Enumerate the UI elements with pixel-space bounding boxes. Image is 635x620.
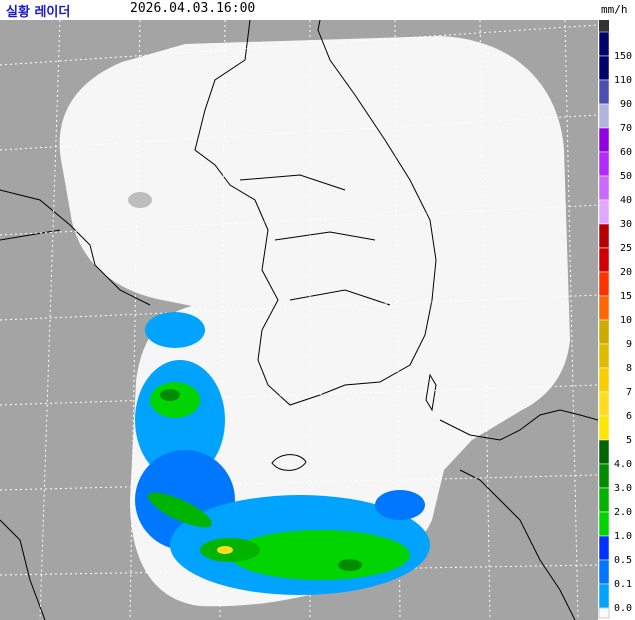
legend-label: 0.0 bbox=[614, 603, 632, 614]
legend-base bbox=[598, 607, 610, 619]
legend-swatch bbox=[598, 295, 610, 321]
legend-label: 8 bbox=[626, 363, 632, 374]
echo-area bbox=[128, 192, 152, 208]
legend-label: 30 bbox=[620, 219, 632, 230]
legend-label: 2.0 bbox=[614, 507, 632, 518]
legend-label: 50 bbox=[620, 171, 632, 182]
rain-area bbox=[145, 312, 205, 348]
legend-swatch bbox=[598, 391, 610, 417]
unit: mm/h bbox=[601, 3, 628, 16]
coastlines bbox=[0, 19, 599, 620]
legend-label: 110 bbox=[614, 75, 632, 86]
legend-label: 9 bbox=[626, 339, 632, 350]
legend-swatch bbox=[598, 439, 610, 465]
legend-label: 0.1 bbox=[614, 579, 632, 590]
legend-swatch bbox=[598, 271, 610, 297]
legend-swatch bbox=[598, 151, 610, 177]
legend-label: 1.0 bbox=[614, 531, 632, 542]
header: 실황 레이더 2026.04.03.16:00 mm/h bbox=[0, 0, 635, 20]
legend-swatch bbox=[598, 199, 610, 225]
legend-label: 20 bbox=[620, 267, 632, 278]
legend-label: 7 bbox=[626, 387, 632, 398]
legend-label: 5 bbox=[626, 435, 632, 446]
legend-label: 25 bbox=[620, 243, 632, 254]
legend-swatch bbox=[598, 415, 610, 441]
rain-area bbox=[160, 389, 180, 401]
rain-area bbox=[338, 559, 362, 571]
title: 실황 레이더 bbox=[6, 5, 71, 20]
legend-label: 4.0 bbox=[614, 459, 632, 470]
legend-swatch bbox=[598, 559, 610, 585]
legend-label: 0.5 bbox=[614, 555, 632, 566]
legend-swatch bbox=[598, 535, 610, 561]
rain-area bbox=[217, 546, 233, 554]
legend-label: 60 bbox=[620, 147, 632, 158]
legend-swatch bbox=[598, 583, 610, 609]
legend-label: 150 bbox=[614, 51, 632, 62]
legend-cap bbox=[599, 20, 609, 32]
legend-swatch bbox=[598, 463, 610, 489]
legend-swatch bbox=[598, 223, 610, 249]
legend-swatch bbox=[598, 343, 610, 369]
legend-label: 6 bbox=[626, 411, 632, 422]
legend-swatch bbox=[598, 511, 610, 537]
legend-swatch bbox=[598, 487, 610, 513]
legend-label: 15 bbox=[620, 291, 632, 302]
precipitation bbox=[128, 192, 430, 595]
legend-label: 40 bbox=[620, 195, 632, 206]
legend-swatch bbox=[598, 127, 610, 153]
legend-swatch bbox=[598, 175, 610, 201]
legend: 150 110 90 70 60 50 40 30 25 20 15 10 9 8 7 6 5 4.0 3.0 2.0… bbox=[598, 20, 632, 619]
legend-swatch bbox=[598, 103, 610, 129]
legend-swatch bbox=[598, 367, 610, 393]
legend-label: 70 bbox=[620, 123, 632, 134]
timestamp: 2026.04.03.16:00 bbox=[130, 1, 256, 16]
legend-label: 90 bbox=[620, 99, 632, 110]
legend-swatch bbox=[598, 247, 610, 273]
legend-swatch bbox=[598, 319, 610, 345]
rain-area bbox=[375, 490, 425, 520]
legend-swatch bbox=[598, 79, 610, 105]
legend-label: 3.0 bbox=[614, 483, 632, 494]
legend-label: 10 bbox=[620, 315, 632, 326]
rain-area bbox=[230, 530, 410, 580]
legend-swatch bbox=[598, 31, 610, 57]
legend-swatch bbox=[598, 55, 610, 81]
rain-area bbox=[147, 492, 213, 528]
